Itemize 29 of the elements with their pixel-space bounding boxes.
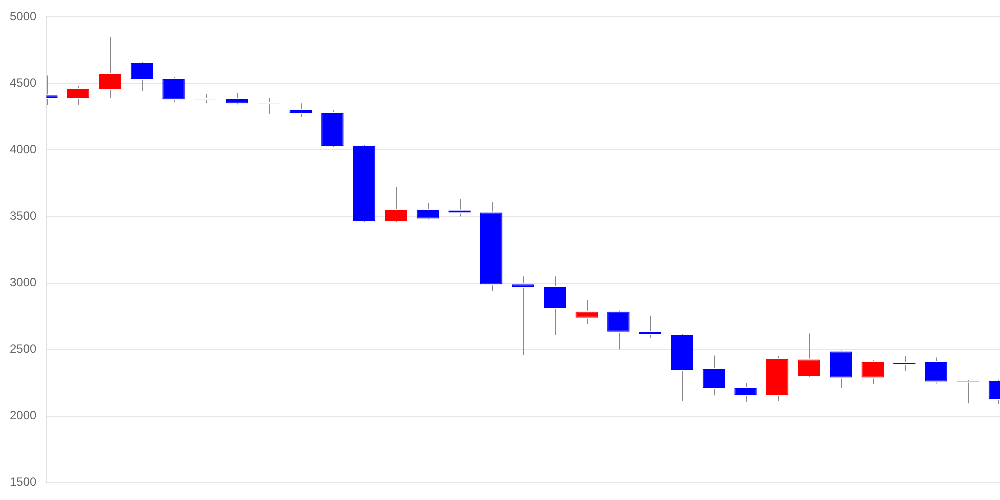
y-tick-label: 2500 [10,342,38,356]
candlestick [226,92,248,106]
candlestick [322,110,344,148]
candlestick [639,315,662,339]
y-tick-label: 4000 [10,142,38,157]
candlestick [702,355,726,396]
y-tick-label: 2000 [10,408,38,423]
candlestick [671,334,694,402]
candlestick [576,300,598,325]
y-tick-label: 3000 [10,276,38,290]
y-tick-label: 1500 [10,475,38,490]
candlestick [608,310,630,350]
candlestick [353,144,376,223]
candlestick [862,360,884,385]
y-tick-label: 3500 [10,209,38,224]
y-tick-label: 5000 [10,10,38,24]
candlestick [416,202,440,220]
candlestick [925,357,948,384]
candlestick [99,36,122,99]
candlestick [544,276,566,336]
candlestick [798,333,820,378]
candlestick [67,86,90,106]
candlestick [734,382,757,403]
candlestick [162,76,185,103]
candlestick [480,202,503,292]
candlestick [385,186,408,223]
y-tick-label: 4500 [10,76,38,90]
candlestick [766,356,789,402]
candlestick [130,62,154,92]
